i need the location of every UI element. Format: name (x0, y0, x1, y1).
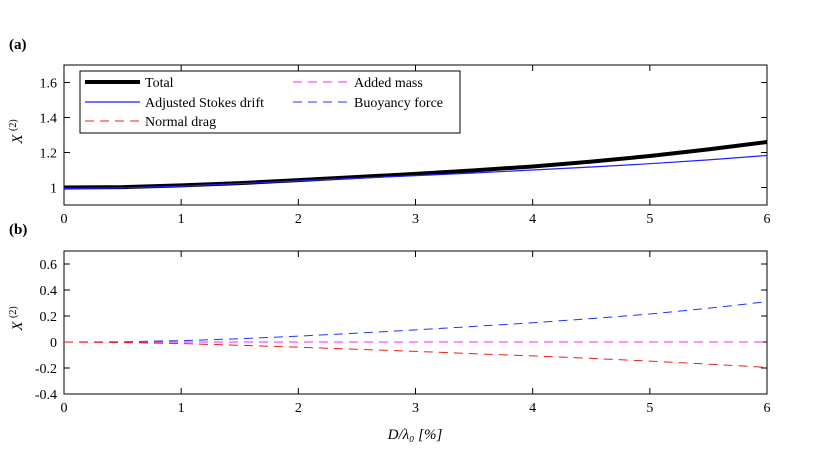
y-tick-label-b: 0.6 (40, 258, 58, 273)
y-axis-title-a-sup: (2) (8, 119, 19, 131)
y-tick-label-b: -0.2 (35, 362, 57, 377)
legend-entry-adjusted-stokes-drift: Adjusted Stokes drift (85, 96, 264, 111)
series-line-normal-drag-b (63, 341, 768, 368)
y-tick-label-a: 1.2 (40, 147, 58, 162)
panel-a: (a) 0 1 2 3 4 5 611.21.41.6 X (2) Total Adjust… (8, 37, 771, 227)
y-tick-label-a: 1 (50, 182, 57, 197)
x-tick-label-b: 3 (412, 401, 419, 416)
legend: Total Adjusted Stokes drift Normal drag … (79, 70, 461, 134)
legend-label-buoyancy-force: Buoyancy force (354, 96, 443, 111)
x-tick-label-a: 2 (295, 212, 302, 227)
y-tick-label-b: 0.4 (40, 284, 58, 299)
plot-area-b (63, 250, 768, 395)
y-tick-label-b: -0.4 (35, 388, 57, 403)
x-axis-title-b: D/λ₀ [%] (387, 427, 443, 443)
panel-label-a: (a) (9, 37, 27, 53)
series-line-adjusted-stokes-drift-a (63, 154, 768, 189)
ticks-a: 0 1 2 3 4 5 611.21.41.6 (40, 65, 771, 227)
x-tick-label-b: 4 (529, 401, 536, 416)
x-tick-label-b: 2 (295, 401, 302, 416)
y-tick-label-a: 1.4 (40, 112, 58, 127)
legend-entry-total: Total (85, 76, 174, 91)
series-b (63, 301, 768, 368)
y-axis-title-b: X (2) (8, 306, 26, 331)
y-axis-title-b-sup: (2) (8, 306, 19, 318)
legend-entry-buoyancy-force: Buoyancy force (293, 96, 443, 111)
x-tick-label-a: 5 (646, 212, 653, 227)
x-tick-label-a: 6 (764, 212, 771, 227)
x-tick-label-b: 6 (764, 401, 771, 416)
x-tick-label-b: 5 (646, 401, 653, 416)
series-line-total-a (63, 140, 768, 190)
panel-label-b: (b) (9, 222, 27, 238)
x-tick-label-a: 3 (412, 212, 419, 227)
legend-label-total: Total (145, 76, 174, 91)
legend-entry-normal-drag: Normal drag (85, 115, 216, 130)
y-tick-label-a: 1.6 (40, 77, 58, 92)
legend-label-adjusted-stokes-drift: Adjusted Stokes drift (145, 96, 264, 111)
y-axis-title-a-main: X (10, 134, 26, 145)
legend-label-normal-drag: Normal drag (145, 115, 216, 130)
series-a (63, 140, 768, 190)
y-tick-label-b: 0.2 (40, 310, 58, 325)
y-axis-title-b-main: X (10, 321, 26, 332)
panel-b: (b) 0 1 2 3 4 5 6 -0.4 -0.2 0 0.2 0.4 0.6 X (2) D/λ₀… (8, 222, 771, 443)
legend-entry-added-mass: Added mass (293, 76, 423, 91)
x-tick-label-a: 4 (529, 212, 536, 227)
legend-box (79, 70, 461, 134)
series-line-buoyancy-force-b (63, 301, 768, 343)
y-tick-label-b: 0 (50, 336, 57, 351)
legend-label-added-mass: Added mass (354, 76, 423, 91)
ticks-b: 0 1 2 3 4 5 6 -0.4 -0.2 0 0.2 0.4 0.6 (35, 251, 771, 416)
x-tick-label-b: 0 (61, 401, 68, 416)
x-tick-label-b: 1 (178, 401, 185, 416)
x-tick-label-a: 1 (178, 212, 185, 227)
x-tick-label-a: 0 (61, 212, 68, 227)
y-axis-title-a: X (2) (8, 119, 26, 144)
